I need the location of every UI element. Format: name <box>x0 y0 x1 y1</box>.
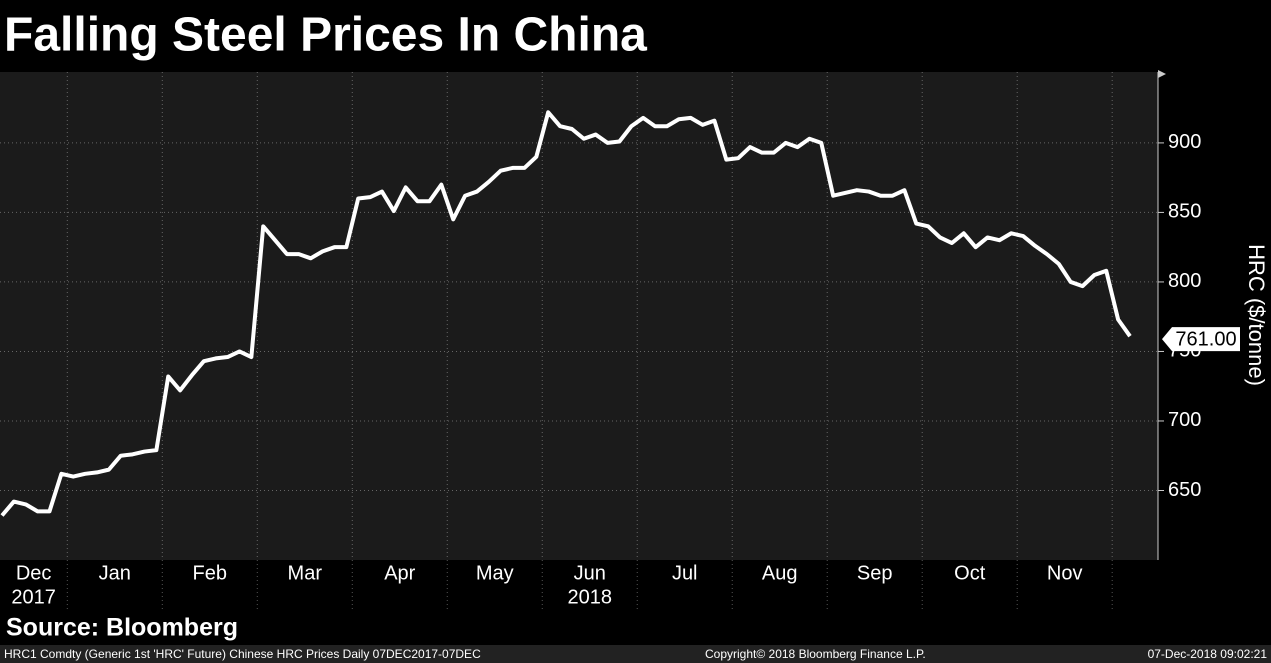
plot-area <box>0 72 1158 560</box>
axis-arrow <box>1158 70 1166 78</box>
x-tick-label: Feb <box>193 562 227 584</box>
line <box>0 110 1132 517</box>
x-tick-label: Sep <box>857 562 893 584</box>
x-tick-label: Dec <box>16 562 52 584</box>
x-tick-label: Jun <box>574 562 606 584</box>
x-tick-label: Nov <box>1047 562 1083 584</box>
y-tick-label: 900 <box>1168 131 1201 153</box>
year-label: 2017 <box>11 586 56 608</box>
year-label: 2018 <box>567 586 612 608</box>
x-tick-label: Apr <box>384 562 415 584</box>
last-value-label: 761.00 <box>1175 328 1236 350</box>
x-tick-label: Jul <box>672 562 698 584</box>
footer-bar <box>0 645 1271 663</box>
x-tick-label: May <box>476 562 514 584</box>
x-tick-label: Aug <box>762 562 798 584</box>
y-tick-label: 850 <box>1168 201 1201 223</box>
x-tick-label: Mar <box>288 562 323 584</box>
footer-left: HRC1 Comdty (Generic 1st 'HRC' Future) C… <box>4 647 481 661</box>
last-value-box <box>1162 327 1240 352</box>
y-tick-label: 800 <box>1168 270 1201 292</box>
y-axis-label: HRC ($/tonne) <box>1244 244 1269 386</box>
footer-right: 07-Dec-2018 09:02:21 <box>1148 647 1268 661</box>
x-tick-label: Jan <box>99 562 131 584</box>
chart-title: Falling Steel Prices In China <box>4 9 647 62</box>
source: Source: Bloomberg <box>6 614 238 642</box>
footer-mid: Copyright© 2018 Bloomberg Finance L.P. <box>705 647 926 661</box>
x-tick-label: Oct <box>954 562 986 584</box>
y-tick-label: 650 <box>1168 479 1201 501</box>
y-tick-label: 700 <box>1168 409 1201 431</box>
